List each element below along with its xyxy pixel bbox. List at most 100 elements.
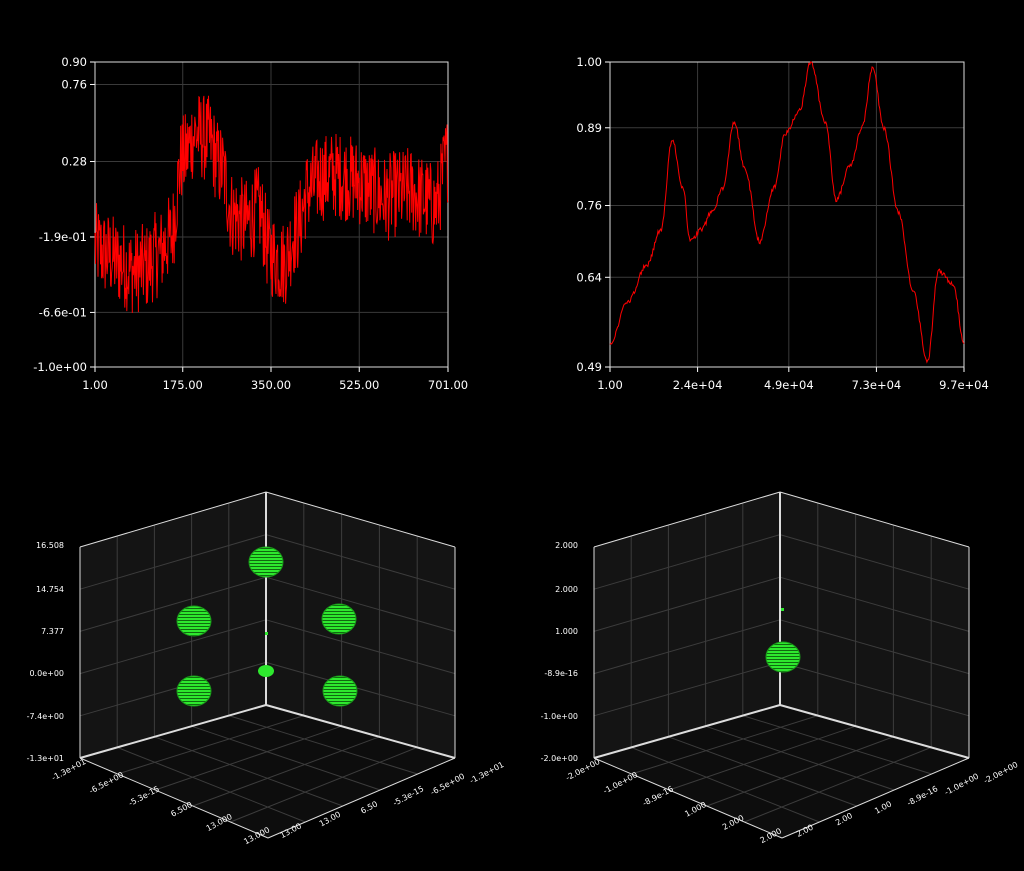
chart-3-floor (80, 705, 455, 838)
chart-3-point-top (248, 546, 284, 578)
chart-4-axis-edge (779, 704, 970, 759)
chart-3-gridline (79, 576, 267, 632)
chart-2-y-tick-label: 0.76 (576, 199, 602, 213)
chart-3-back-wall-left (80, 492, 266, 758)
chart-4-x-tick-label: -8.9e-16 (641, 784, 675, 808)
chart-3-gridline (265, 534, 456, 590)
chart-4-axes-box (593, 491, 970, 839)
chart-4-gridline (779, 576, 970, 632)
chart-3-point-bottom-right (322, 675, 358, 707)
chart-2-x-tick-label: 1.00 (597, 378, 623, 392)
chart-4-y-tick-label: -8.9e-16 (905, 784, 939, 808)
chart-3-x-tick-label: -5.3e-15 (127, 784, 161, 808)
chart-4-z-tick-label: 2.000 (555, 541, 578, 550)
chart-4-x-tick-label: 1.000 (683, 800, 707, 819)
chart-4-gridline (631, 715, 818, 775)
chart-4-gridline (779, 661, 970, 717)
chart-2-y-tick-label: 0.49 (576, 360, 602, 374)
chart-4-gridline (593, 661, 781, 717)
chart-2-x-tick-label: 4.9e+04 (764, 378, 814, 392)
chart-1-x-tick-label: 350.00 (251, 378, 291, 392)
chart-4-gridline (705, 725, 895, 791)
chart-3-y-tick-label: -1.3e+01 (468, 760, 505, 786)
chart-4-gridline (669, 725, 856, 791)
chart-4-gridline (742, 715, 932, 775)
chart-3-z-tick-label: 14.754 (36, 585, 64, 594)
chart-3-gridline (228, 715, 418, 775)
chart-1: 1.00 175.00 350.00 525.00 701.00 0.90 0.76 0.28… (33, 55, 468, 392)
chart-4-gridline (593, 619, 781, 675)
chart-4-gridline (779, 534, 970, 590)
chart-3-x-tick-label: 6.500 (169, 800, 193, 819)
chart-4-gridline (706, 736, 894, 807)
chart-2-y-tick-label: 1.00 (576, 55, 602, 69)
chart-1-x-tick-label: 1.00 (82, 378, 108, 392)
chart-4-gridline (593, 534, 781, 590)
chart-2-grid (605, 61, 965, 372)
chart-4-floor (594, 705, 969, 838)
chart-3-y-tick-label: -5.3e-15 (391, 784, 425, 808)
chart-3-axis-edge (79, 491, 267, 548)
chart-2-y-tick-label: 0.64 (576, 270, 602, 284)
chart-3-point-bottom-left (176, 675, 212, 707)
chart-3-z-tick-label: 16.508 (36, 541, 64, 550)
chart-4-y-tick-label: -2.0e+00 (982, 760, 1019, 786)
chart-3-gridline (265, 661, 456, 717)
chart-2-frame (609, 61, 965, 368)
chart-3-axis-edge (79, 704, 267, 759)
chart-4-y-tick-label: 1.00 (873, 799, 893, 815)
chart-4-axis-edge (593, 491, 781, 548)
chart-3-gridline (154, 736, 343, 807)
chart-3-point-center (258, 665, 274, 677)
chart-3-gridline (117, 746, 306, 823)
chart-4-y-tick-label: -1.0e+00 (943, 772, 980, 798)
chart-2-x-tick-label: 9.7e+04 (939, 378, 989, 392)
chart-3-gridline (265, 619, 456, 675)
chart-3-axis-edge (265, 704, 456, 759)
chart-3-back-wall-right (266, 492, 455, 758)
chart-4-z-tick-label: -2.0e+00 (541, 754, 578, 763)
chart-4-gridline (593, 576, 781, 632)
chart-4: 2.0002.0001.000-8.9e-16-1.0e+00-2.0e+00-… (541, 491, 1019, 845)
chart-3-gridline (79, 619, 267, 675)
chart-4-axis-edge (593, 704, 781, 759)
chart-1-frame (94, 61, 449, 368)
chart-4-back-wall-left (594, 492, 780, 758)
chart-3-gridline (79, 534, 267, 590)
chart-3-point-right (321, 603, 357, 635)
chart-3-z-tick-label: 0.0e+00 (29, 669, 64, 678)
chart-4-z-tick-label: -8.9e-16 (544, 669, 578, 678)
chart-3-axis-edge (79, 757, 269, 839)
chart-1-x-tick-label: 701.00 (428, 378, 468, 392)
chart-3-gridline (79, 661, 267, 717)
chart-3-point-left (176, 605, 212, 637)
chart-4-point-center-above (781, 608, 784, 611)
chart-1-y-tick-label: 0.76 (61, 77, 87, 91)
chart-4-axis-edge (779, 491, 970, 548)
chart-3-x-tick-label: -6.5e+00 (88, 770, 125, 796)
chart-3-points (176, 546, 358, 707)
chart-3-y-tick-label: 6.50 (359, 799, 379, 815)
chart-1-y-tick-label: -6.6e-01 (39, 305, 87, 319)
chart-2-ticks: 1.00 2.4e+04 4.9e+04 7.3e+04 9.7e+04 1.00 0.89… (576, 55, 988, 392)
chart-2-y-tick-label: 0.89 (576, 121, 602, 135)
chart-1-y-tick-label: -1.0e+00 (33, 360, 87, 374)
chart-4-gridline (668, 736, 857, 807)
chart-4-gridline (744, 746, 932, 823)
chart-3-point-center-above (265, 632, 268, 635)
chart-1-series-line (94, 95, 449, 314)
chart-4-z-tick-label: 1.000 (555, 627, 578, 636)
chart-3-gridline (230, 746, 418, 823)
chart-1-x-tick-label: 175.00 (163, 378, 203, 392)
chart-4-gridline (631, 746, 820, 823)
chart-2: 1.00 2.4e+04 4.9e+04 7.3e+04 9.7e+04 1.00 0.89… (576, 55, 988, 392)
chart-4-point-center (765, 641, 801, 673)
chart-3-z-tick-label: -7.4e+00 (27, 712, 64, 721)
chart-3-y-tick-label: -6.5e+00 (429, 772, 466, 798)
chart-4-z-tick-label: -1.0e+00 (541, 712, 578, 721)
chart-3-z-tick-label: 7.377 (41, 627, 64, 636)
chart-3: 16.508 14.754 7.377 0.0e+00 -7.4e+00 -1.3e+01… (27, 491, 505, 846)
chart-3-axes-box (79, 491, 456, 839)
chart-2-x-tick-label: 7.3e+04 (852, 378, 902, 392)
